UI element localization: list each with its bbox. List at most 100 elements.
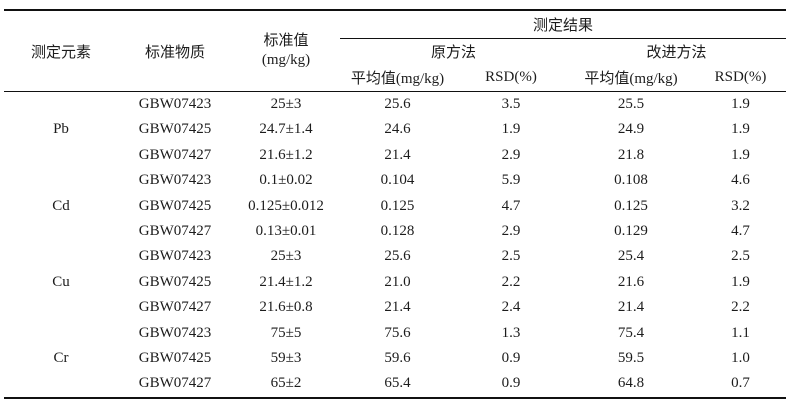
improved-mean-cell: 21.6 xyxy=(617,273,645,290)
standard-value-cell: 25±3 xyxy=(270,248,302,265)
standard-value-cell: 24.7±1.4 xyxy=(259,121,313,138)
material-cell: GBW07423 xyxy=(138,248,212,265)
standard-value-cell: 0.1±0.02 xyxy=(259,172,313,189)
improved-rsd-cell: 4.6 xyxy=(731,172,750,189)
material-cell: GBW07425 xyxy=(138,121,212,138)
table-header: 测定元素 标准物质 标准值 (mg/kg) 测定结果 原方法 改进方法 平均值(… xyxy=(4,10,787,92)
standard-value-cell: 0.125±0.012 xyxy=(248,197,324,214)
standard-value-cell: 21.4±1.2 xyxy=(259,273,313,290)
element-cell: Cd xyxy=(52,197,70,214)
material-cell: GBW07427 xyxy=(138,223,212,240)
improved-mean-cell: 25.4 xyxy=(617,248,645,265)
table-row: GBW07427 0.13±0.01 0.128 2.9 0.129 4.7 xyxy=(4,219,786,244)
improved-rsd-cell: 1.0 xyxy=(731,350,750,367)
original-mean-cell: 21.4 xyxy=(384,299,411,316)
original-mean-cell: 75.6 xyxy=(384,324,411,341)
improved-mean-cell: 24.9 xyxy=(617,121,645,138)
original-mean-cell: 0.128 xyxy=(380,223,415,240)
original-rsd-cell: 1.3 xyxy=(501,324,521,341)
material-cell: GBW07425 xyxy=(138,273,212,290)
original-rsd-cell: 0.9 xyxy=(501,350,521,367)
improved-rsd-cell: 1.9 xyxy=(731,121,750,138)
table-row: GBW07425 0.125±0.012 0.125 4.7 0.125 3.2 xyxy=(4,194,786,219)
table-row: Pb GBW07423 25±3 25.6 3.5 25.5 1.9 xyxy=(4,92,786,137)
original-mean-cell: 21.0 xyxy=(384,273,411,290)
improved-mean-cell: 75.4 xyxy=(617,324,645,341)
original-mean-cell: 65.4 xyxy=(384,375,411,392)
improved-mean-cell: 21.4 xyxy=(617,299,645,316)
standard-value-cell: 65±2 xyxy=(270,375,302,392)
material-cell: GBW07423 xyxy=(138,96,212,112)
header-element: 测定元素 xyxy=(4,10,118,92)
standard-value-cell: 0.13±0.01 xyxy=(255,223,317,240)
improved-mean-cell: 64.8 xyxy=(617,375,645,392)
header-original-method: 原方法 xyxy=(430,45,476,61)
improved-rsd-cell: 2.2 xyxy=(731,299,750,316)
material-cell: GBW07425 xyxy=(138,197,212,214)
material-cell: GBW07423 xyxy=(138,172,212,189)
table-row: GBW07425 24.7±1.4 24.6 1.9 24.9 1.9 xyxy=(4,117,786,142)
material-cell: GBW07427 xyxy=(138,375,212,392)
material-cell: GBW07425 xyxy=(138,350,212,367)
element-cell: Pb xyxy=(53,121,69,138)
standard-value-cell: 25±3 xyxy=(270,96,302,112)
original-mean-cell: 21.4 xyxy=(384,146,411,163)
material-cell: GBW07423 xyxy=(138,324,212,341)
standard-value-cell: 21.6±0.8 xyxy=(259,299,313,316)
material-cell: GBW07427 xyxy=(138,299,212,316)
original-rsd-cell: 3.5 xyxy=(501,96,521,112)
header-material: 标准物质 xyxy=(118,10,232,92)
original-mean-cell: 25.6 xyxy=(384,248,411,265)
improved-rsd-cell: 3.2 xyxy=(731,197,750,214)
table-row: Cu GBW07423 25±3 25.6 2.5 25.4 2.5 xyxy=(4,244,786,289)
original-rsd-cell: 5.9 xyxy=(501,172,521,189)
original-mean-cell: 24.6 xyxy=(384,121,411,138)
header-result-group: 测定结果 xyxy=(340,10,787,39)
material-cell: GBW07427 xyxy=(138,146,212,163)
original-rsd-cell: 1.9 xyxy=(501,121,521,138)
header-standard-value: 标准值 (mg/kg) xyxy=(232,10,340,92)
table-row: GBW07427 21.6±0.8 21.4 2.4 21.4 2.2 xyxy=(4,295,786,320)
table-row: GBW07427 21.6±1.2 21.4 2.9 21.8 1.9 xyxy=(4,143,786,168)
original-rsd-cell: 2.4 xyxy=(501,299,521,316)
original-mean-cell: 0.104 xyxy=(380,172,415,189)
header-original-mean: 平均值(mg/kg) xyxy=(340,64,455,92)
improved-mean-cell: 59.5 xyxy=(617,350,645,367)
results-table: 测定元素 标准物质 标准值 (mg/kg) 测定结果 原方法 改进方法 平均值(… xyxy=(4,9,787,399)
original-rsd-cell: 0.9 xyxy=(501,375,521,392)
element-cell: Cr xyxy=(53,350,69,367)
table-body: Pb GBW07423 25±3 25.6 3.5 25.5 1.9 GBW07… xyxy=(4,92,786,398)
original-rsd-cell: 2.9 xyxy=(501,223,521,240)
standard-value-cell: 75±5 xyxy=(270,324,302,341)
improved-mean-cell: 0.125 xyxy=(614,197,648,214)
header-original-rsd: RSD(%) xyxy=(455,64,567,92)
header-improved-method: 改进方法 xyxy=(646,45,707,61)
table-row: Cd GBW07423 0.1±0.02 0.104 5.9 0.108 4.6 xyxy=(4,168,786,213)
original-mean-cell: 25.6 xyxy=(384,96,411,112)
improved-rsd-cell: 1.9 xyxy=(731,96,750,112)
improved-rsd-cell: 1.9 xyxy=(731,273,750,290)
improved-mean-cell: 0.108 xyxy=(614,172,648,189)
original-mean-cell: 59.6 xyxy=(384,350,411,367)
original-rsd-cell: 2.5 xyxy=(501,248,521,265)
header-improved-mean: 平均值(mg/kg) xyxy=(567,64,695,92)
original-rsd-cell: 2.2 xyxy=(501,273,521,290)
header-improved-rsd: RSD(%) xyxy=(695,64,787,92)
table-row: Cr GBW07423 75±5 75.6 1.3 75.4 1.1 xyxy=(4,321,786,366)
original-rsd-cell: 4.7 xyxy=(501,197,521,214)
standard-value-cell: 59±3 xyxy=(270,350,302,367)
original-mean-cell: 0.125 xyxy=(380,197,415,214)
table-row: GBW07425 59±3 59.6 0.9 59.5 1.0 xyxy=(4,346,786,371)
element-cell: Cu xyxy=(52,273,70,290)
standard-value-cell: 21.6±1.2 xyxy=(259,146,313,163)
table-row: GBW07427 65±2 65.4 0.9 64.8 0.7 xyxy=(4,371,786,397)
improved-mean-cell: 0.129 xyxy=(614,223,648,240)
improved-rsd-cell: 1.1 xyxy=(731,324,750,341)
improved-rsd-cell: 0.7 xyxy=(731,375,750,392)
improved-mean-cell: 21.8 xyxy=(617,146,645,163)
original-rsd-cell: 2.9 xyxy=(501,146,521,163)
improved-rsd-cell: 2.5 xyxy=(731,248,750,265)
improved-rsd-cell: 4.7 xyxy=(731,223,750,240)
improved-mean-cell: 25.5 xyxy=(617,96,645,112)
